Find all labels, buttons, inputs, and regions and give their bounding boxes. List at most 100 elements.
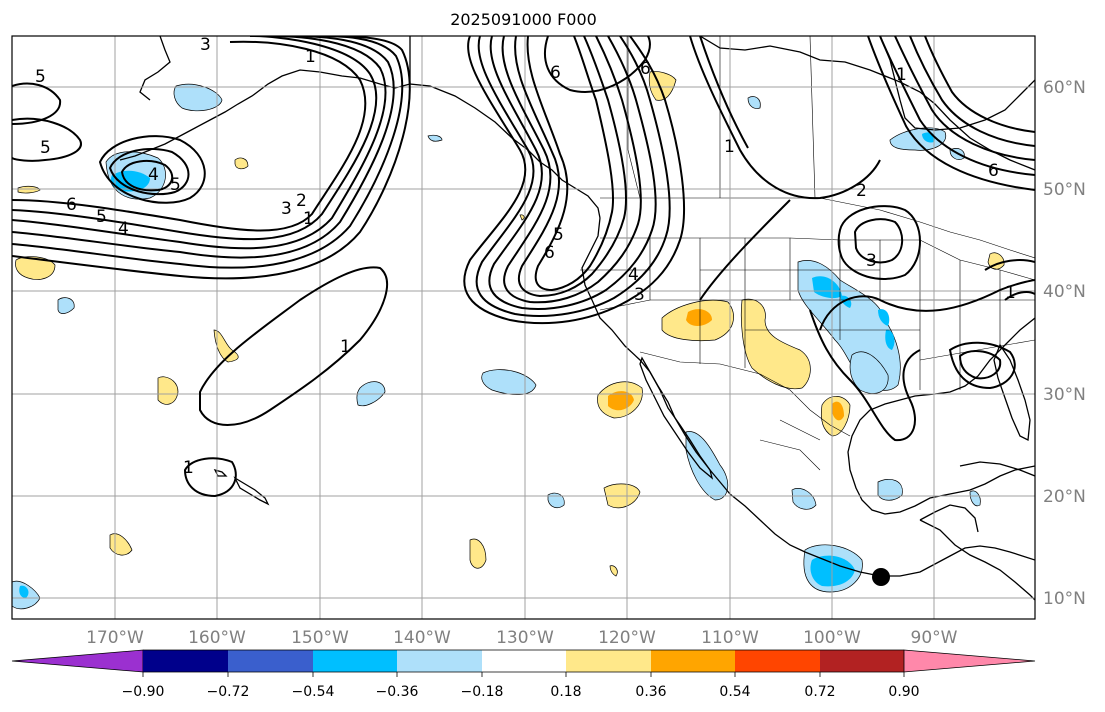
neg-fill-pac6 — [427, 134, 443, 142]
colorbar-tick-label: 0.72 — [804, 684, 835, 700]
border-states-2 — [650, 237, 701, 301]
neg-fill-gulf — [849, 351, 889, 394]
contour-label: 6 — [544, 243, 555, 263]
neg-fill-mex2 — [791, 488, 817, 510]
coast-canada-n — [699, 36, 1035, 171]
contour-label: 6 — [988, 161, 999, 181]
colorbar-tick-label: −0.72 — [207, 684, 250, 700]
contour-label: 4 — [118, 219, 129, 239]
contour-label: 1 — [183, 458, 194, 478]
colorbar-swatch — [482, 650, 566, 672]
colorbar-tick-label: 0.18 — [550, 684, 581, 700]
coastlines — [119, 36, 1035, 601]
border-states-11 — [880, 299, 1035, 361]
contour-label: 5 — [170, 175, 181, 195]
lon-label: 130°W — [496, 628, 554, 648]
contour-central-1 — [199, 266, 389, 426]
contour-trough-6 — [526, 36, 615, 292]
contour-label: 2 — [296, 191, 307, 211]
contour-label: 6 — [640, 59, 651, 79]
contour-label: 1 — [724, 137, 735, 157]
neg-core-plains — [812, 276, 842, 299]
contour-label: 1 — [340, 337, 351, 357]
pos-core-texas — [832, 401, 844, 421]
contour-pac-2 — [12, 36, 378, 241]
colorbar-swatch — [143, 650, 228, 672]
contour-label: 5 — [553, 225, 564, 245]
lat-label: 50°N — [1043, 180, 1086, 200]
neg-core-aleutian — [110, 170, 150, 192]
contour-trough-4 — [501, 36, 642, 304]
neg-fill-mex3 — [877, 479, 903, 501]
contour-label-group: 5 5 4 5 6 5 4 3 2 1 1 3 1 1 6 5 4 3 6 6 … — [35, 36, 1016, 478]
contour-label: 5 — [35, 67, 46, 87]
contour-wcan-1 — [544, 36, 651, 93]
contour-label: 4 — [628, 265, 639, 285]
contour-trough-3 — [488, 36, 657, 311]
contour-pac-5 — [12, 36, 404, 269]
lat-label: 10°N — [1043, 589, 1086, 609]
contour-pac-4 — [12, 36, 395, 259]
lon-label: 170°W — [86, 628, 144, 648]
colorbar-swatch — [651, 650, 735, 672]
neg-fill-pac7 — [747, 96, 761, 109]
contour-label: 3 — [634, 285, 645, 305]
border-states-10 — [919, 240, 1001, 390]
contour-aleutian-1 — [98, 135, 206, 204]
coast-hawaii — [233, 476, 270, 506]
contour-lakes-1 — [837, 205, 921, 280]
contour-east-2 — [809, 309, 921, 442]
contour-wcan-2 — [689, 36, 881, 200]
contour-wcan-3 — [699, 36, 749, 149]
lat-label: 60°N — [1043, 78, 1086, 98]
coast-camerica — [919, 519, 1035, 601]
contour-ne-1 — [879, 36, 1035, 176]
contour-label: 1 — [303, 209, 314, 229]
border-us-mexico — [639, 351, 851, 437]
contour-ont-1 — [984, 259, 1035, 271]
station-dot-marker — [872, 568, 890, 586]
lon-label: 100°W — [803, 628, 861, 648]
pos-fill-pac2 — [17, 185, 41, 194]
neg-core-plains3 — [878, 309, 890, 326]
contour-label: 1 — [305, 47, 316, 67]
border-mexico-states — [759, 419, 821, 471]
coast-baja — [639, 356, 714, 480]
contour-pac-1 — [12, 40, 367, 232]
coast-alaska-west — [139, 36, 171, 101]
contour-aleutian-3 — [120, 159, 174, 192]
contour-east-1 — [699, 199, 1035, 331]
lon-label: 150°W — [291, 628, 349, 648]
political-boundaries — [580, 36, 1035, 471]
neg-fill-pac5 — [969, 490, 981, 507]
colorbar-swatch — [820, 650, 904, 672]
neg-core-gulf — [885, 329, 895, 350]
colorbar-tick-label: 0.54 — [719, 684, 750, 700]
contour-ne-3 — [909, 36, 1035, 147]
pos-core-swus — [686, 309, 712, 326]
coast-hudson — [879, 36, 1035, 131]
coast-florida — [993, 343, 1031, 442]
contour-label: 4 — [148, 165, 159, 185]
contour-aleutian-5 — [12, 82, 62, 125]
contour-label: 2 — [856, 181, 867, 201]
contour-hawaii-1 — [183, 457, 237, 498]
lat-label: 30°N — [1043, 385, 1086, 405]
pos-fill-pac3 — [234, 157, 249, 170]
contour-pac-6 — [12, 36, 411, 280]
colorbar-swatch — [735, 650, 820, 672]
contour-east-4 — [958, 350, 1002, 380]
pos-fill-swus2 — [740, 298, 811, 390]
contour-label: 6 — [66, 195, 77, 215]
colorbar-tick-label: −0.18 — [461, 684, 504, 700]
colorbar-swatch — [566, 650, 651, 672]
lat-label: 40°N — [1043, 282, 1086, 302]
colorbar-tick-label: −0.90 — [122, 684, 165, 700]
contour-label: 3 — [866, 251, 877, 271]
graticule — [12, 36, 1035, 619]
anomaly-fills — [12, 71, 1005, 610]
lon-label: 110°W — [701, 628, 759, 648]
coast-yucatan — [919, 504, 979, 533]
contour-trough-2 — [475, 36, 671, 317]
